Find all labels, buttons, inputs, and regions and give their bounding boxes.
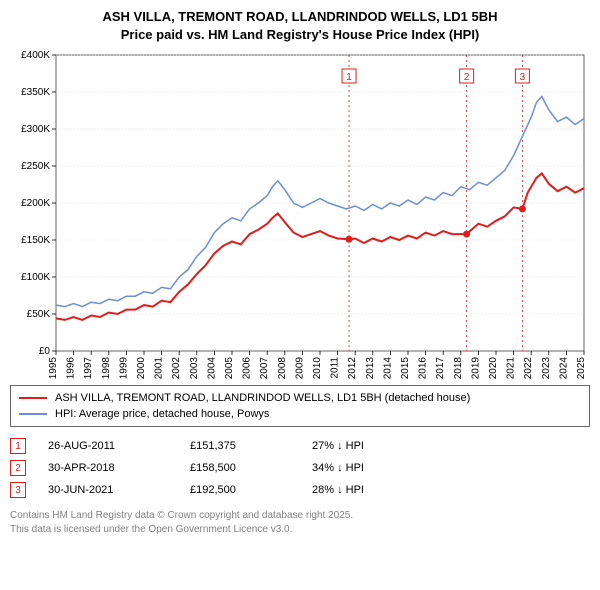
svg-text:2001: 2001: [154, 357, 165, 379]
title-line-2: Price paid vs. HM Land Registry's House …: [121, 27, 480, 42]
legend-label: ASH VILLA, TREMONT ROAD, LLANDRINDOD WEL…: [55, 392, 470, 404]
legend-swatch: [19, 397, 47, 399]
chart-svg: £0 £50K £100K £150K £200K £250K £300K £350K £400…: [10, 49, 590, 379]
legend-item: ASH VILLA, TREMONT ROAD, LLANDRINDOD WEL…: [19, 390, 581, 406]
svg-text:2: 2: [464, 72, 470, 83]
svg-text:2022: 2022: [523, 357, 534, 379]
svg-text:£100K: £100K: [21, 272, 50, 283]
svg-text:2018: 2018: [453, 357, 464, 379]
svg-text:2002: 2002: [171, 357, 182, 379]
sale-date: 30-JUN-2021: [48, 484, 168, 496]
svg-text:2010: 2010: [312, 357, 323, 379]
svg-text:2000: 2000: [136, 357, 147, 379]
svg-text:£150K: £150K: [21, 235, 50, 246]
sale-price: £192,500: [190, 484, 290, 496]
svg-text:£400K: £400K: [21, 50, 50, 61]
svg-text:£300K: £300K: [21, 124, 50, 135]
sale-row: 1 26-AUG-2011 £151,375 27% ↓ HPI: [10, 435, 590, 457]
svg-text:2007: 2007: [259, 357, 270, 379]
price-chart: £0 £50K £100K £150K £200K £250K £300K £350K £400…: [10, 49, 590, 379]
svg-text:2004: 2004: [206, 357, 217, 379]
svg-text:2009: 2009: [294, 357, 305, 379]
sale-price: £151,375: [190, 440, 290, 452]
svg-text:2020: 2020: [488, 357, 499, 379]
attribution: Contains HM Land Registry data © Crown c…: [10, 509, 590, 536]
svg-text:1996: 1996: [66, 357, 77, 379]
sale-date: 26-AUG-2011: [48, 440, 168, 452]
sale-diff: 27% ↓ HPI: [312, 440, 432, 452]
svg-text:1: 1: [346, 72, 352, 83]
svg-text:2012: 2012: [347, 357, 358, 379]
svg-text:2024: 2024: [558, 357, 569, 379]
sale-diff: 34% ↓ HPI: [312, 462, 432, 474]
svg-text:2013: 2013: [365, 357, 376, 379]
chart-title: ASH VILLA, TREMONT ROAD, LLANDRINDOD WEL…: [10, 8, 590, 43]
svg-text:2015: 2015: [400, 357, 411, 379]
svg-text:1999: 1999: [118, 357, 129, 379]
legend: ASH VILLA, TREMONT ROAD, LLANDRINDOD WEL…: [10, 385, 590, 427]
svg-text:£50K: £50K: [27, 309, 51, 320]
svg-text:2017: 2017: [435, 357, 446, 379]
svg-text:2021: 2021: [506, 357, 517, 379]
svg-text:2005: 2005: [224, 357, 235, 379]
svg-text:2011: 2011: [330, 357, 341, 379]
svg-text:£0: £0: [39, 346, 51, 357]
sales-table: 1 26-AUG-2011 £151,375 27% ↓ HPI 2 30-APR-201…: [10, 435, 590, 501]
attribution-line-1: Contains HM Land Registry data © Crown c…: [10, 510, 353, 521]
attribution-line-2: This data is licensed under the Open Gov…: [10, 524, 292, 535]
svg-text:1995: 1995: [48, 357, 59, 379]
sale-price: £158,500: [190, 462, 290, 474]
sale-marker-box: 3: [10, 482, 26, 498]
sale-marker-box: 2: [10, 460, 26, 476]
svg-text:£250K: £250K: [21, 161, 50, 172]
legend-label: HPI: Average price, detached house, Powy…: [55, 408, 269, 420]
legend-item: HPI: Average price, detached house, Powy…: [19, 406, 581, 422]
svg-text:3: 3: [520, 72, 526, 83]
sale-row: 2 30-APR-2018 £158,500 34% ↓ HPI: [10, 457, 590, 479]
svg-text:1998: 1998: [101, 357, 112, 379]
svg-text:2023: 2023: [541, 357, 552, 379]
svg-text:£200K: £200K: [21, 198, 50, 209]
svg-text:2008: 2008: [277, 357, 288, 379]
svg-text:2003: 2003: [189, 357, 200, 379]
title-line-1: ASH VILLA, TREMONT ROAD, LLANDRINDOD WEL…: [102, 9, 497, 24]
svg-text:2016: 2016: [418, 357, 429, 379]
svg-text:1997: 1997: [83, 357, 94, 379]
svg-text:2006: 2006: [242, 357, 253, 379]
sale-row: 3 30-JUN-2021 £192,500 28% ↓ HPI: [10, 479, 590, 501]
svg-text:2019: 2019: [470, 357, 481, 379]
svg-text:2014: 2014: [382, 357, 393, 379]
sale-date: 30-APR-2018: [48, 462, 168, 474]
sale-marker-box: 1: [10, 438, 26, 454]
svg-text:£350K: £350K: [21, 87, 50, 98]
legend-swatch: [19, 413, 47, 415]
svg-text:2025: 2025: [576, 357, 587, 379]
sale-diff: 28% ↓ HPI: [312, 484, 432, 496]
